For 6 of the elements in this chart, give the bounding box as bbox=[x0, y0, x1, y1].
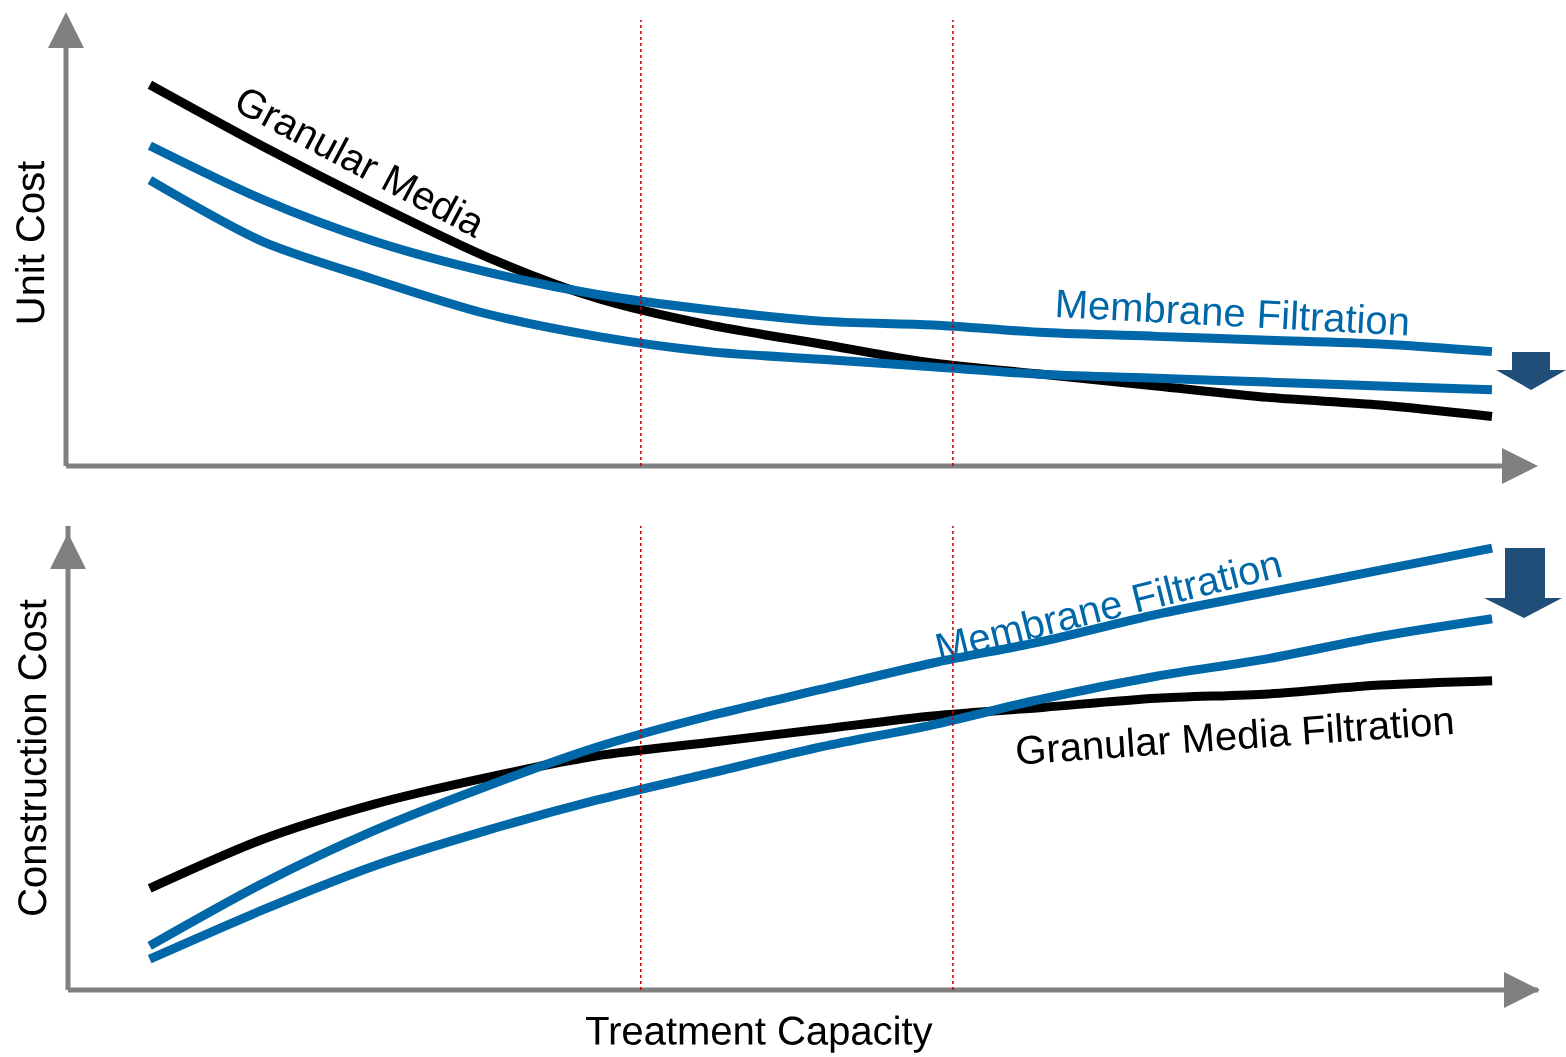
x-axis-title: Treatment Capacity bbox=[586, 1015, 933, 1053]
y-axis-title: Unit Cost bbox=[15, 161, 45, 323]
series-label: Membrane Filtration bbox=[1057, 289, 1408, 336]
y-axis-title: Construction Cost bbox=[17, 599, 47, 915]
series-label: Granular Media Filtration bbox=[1017, 708, 1453, 764]
text: Membrane Filtration bbox=[935, 557, 1282, 662]
